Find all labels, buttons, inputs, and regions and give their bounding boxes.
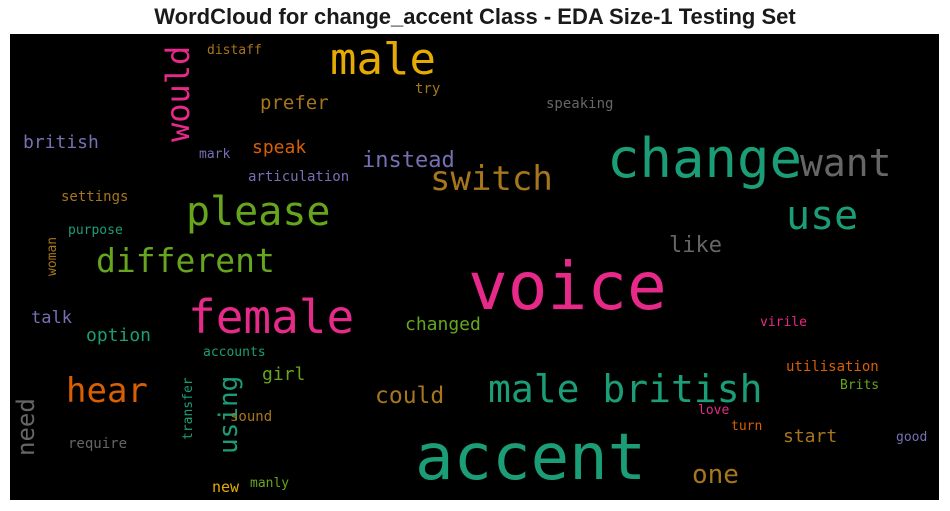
word-different: different bbox=[96, 241, 275, 280]
word-sound: sound bbox=[230, 409, 273, 425]
word-transfer: transfer bbox=[181, 377, 196, 440]
word-manly: manly bbox=[250, 476, 290, 491]
word-changed: changed bbox=[405, 314, 481, 335]
chart-title: WordCloud for change_accent Class - EDA … bbox=[154, 4, 796, 29]
word-utilisation: utilisation bbox=[786, 359, 879, 375]
word-mark: mark bbox=[199, 147, 231, 162]
word-purpose: purpose bbox=[68, 223, 123, 238]
word-need: need bbox=[12, 398, 40, 456]
word-talk: talk bbox=[31, 308, 72, 328]
word-female: female bbox=[188, 290, 355, 344]
word-one: one bbox=[692, 460, 739, 490]
word-new: new bbox=[212, 478, 240, 496]
word-speaking: speaking bbox=[546, 96, 614, 112]
word-speak: speak bbox=[252, 137, 307, 158]
word-woman: woman bbox=[45, 236, 60, 276]
word-love: love bbox=[698, 403, 730, 418]
word-settings: settings bbox=[61, 189, 129, 205]
word-option: option bbox=[86, 325, 152, 346]
word-use: use bbox=[786, 193, 859, 239]
word-turn: turn bbox=[731, 419, 763, 434]
word-switch: switch bbox=[430, 159, 553, 199]
wordcloud-canvas: accent voice change male female male bri… bbox=[10, 34, 939, 500]
word-hear: hear bbox=[66, 371, 148, 411]
word-articulation: articulation bbox=[248, 169, 350, 185]
word-change: change bbox=[607, 127, 803, 190]
word-male-british: male british bbox=[488, 367, 763, 411]
word-virile: virile bbox=[760, 315, 807, 330]
word-try: try bbox=[415, 81, 441, 97]
word-accounts: accounts bbox=[203, 345, 266, 360]
word-please: please bbox=[186, 189, 331, 235]
word-instead: instead bbox=[362, 148, 455, 173]
word-prefer: prefer bbox=[260, 92, 329, 114]
word-voice: voice bbox=[468, 248, 667, 325]
word-male: male bbox=[330, 34, 436, 85]
word-good: good bbox=[896, 430, 928, 445]
word-british: british bbox=[23, 132, 99, 153]
word-brits: Brits bbox=[840, 378, 880, 393]
word-girl: girl bbox=[262, 364, 306, 385]
word-would: would bbox=[159, 45, 197, 142]
word-distaff: distaff bbox=[207, 43, 262, 58]
word-require: require bbox=[68, 436, 128, 452]
word-like: like bbox=[669, 233, 722, 258]
word-want: want bbox=[800, 141, 892, 185]
word-accent: accent bbox=[415, 421, 647, 495]
word-could: could bbox=[375, 383, 445, 409]
word-start: start bbox=[783, 426, 838, 447]
